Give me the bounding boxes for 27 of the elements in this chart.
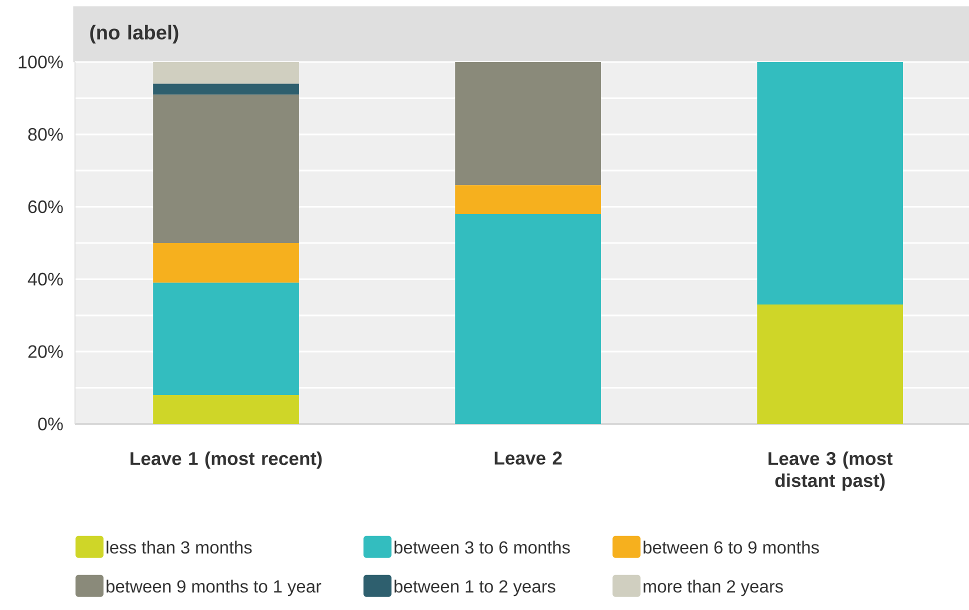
bar	[153, 84, 299, 95]
y-tick-label: 60%	[28, 200, 63, 214]
y-tick-label: 80%	[28, 128, 63, 141]
legend-label: between 1 to 2 years	[394, 580, 556, 596]
legend-label: less than 3 months	[106, 540, 252, 554]
bar	[757, 304, 904, 424]
x-tick-label: Leave 3 (most distant past)	[768, 452, 893, 491]
y-tick-label: 0%	[38, 418, 63, 430]
legend-label: between 9 months to 1 year	[106, 580, 322, 596]
bar	[757, 62, 904, 305]
chart-title: (no label)	[90, 24, 178, 44]
y-tick-label: 20%	[28, 345, 63, 358]
bar	[153, 282, 299, 396]
legend-label: more than 2 years	[644, 580, 783, 596]
bar	[455, 62, 601, 186]
bar	[153, 62, 299, 84]
bar	[153, 242, 299, 283]
bar	[153, 94, 299, 243]
bar	[153, 395, 299, 424]
x-tick-label: Leave 1 (most recent)	[130, 452, 322, 469]
legend-label: between 6 to 9 months	[644, 540, 819, 554]
y-tick-label: 40%	[28, 272, 63, 286]
legend-label: between 3 to 6 months	[394, 540, 570, 554]
bar	[455, 185, 601, 214]
y-tick-label: 100%	[18, 56, 63, 68]
bar	[455, 214, 601, 424]
x-tick-label: Leave 2	[494, 452, 562, 465]
